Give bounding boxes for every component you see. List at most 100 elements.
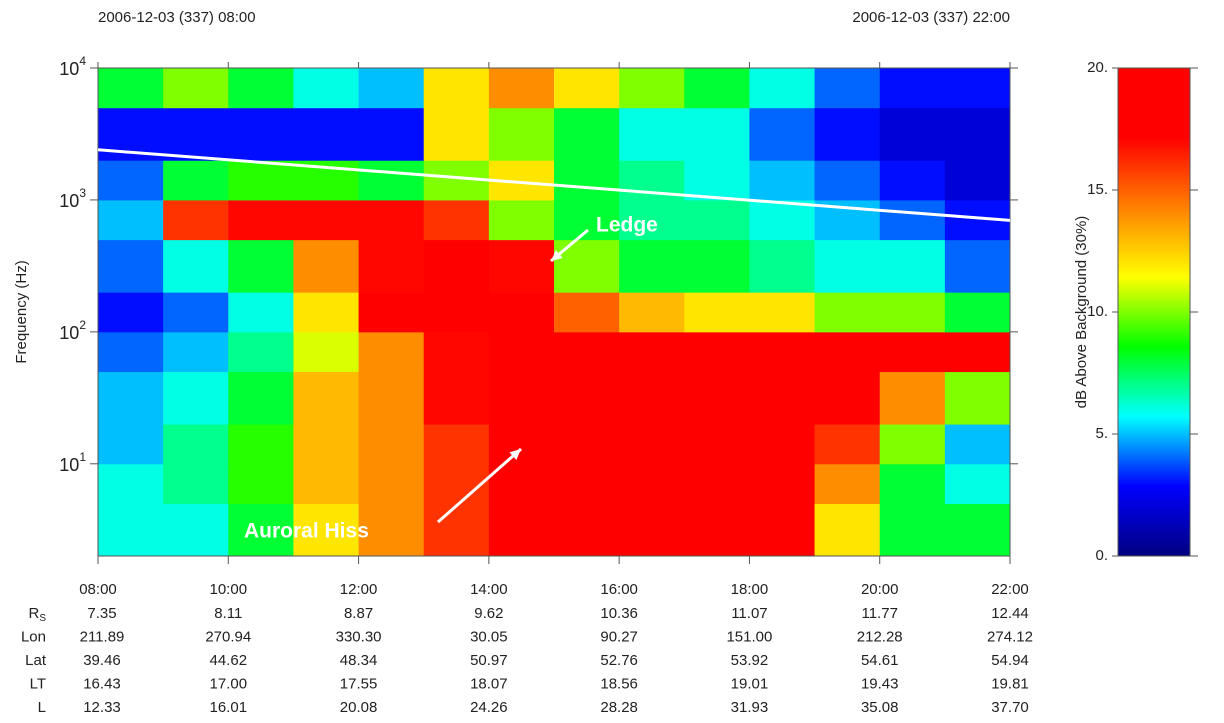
spectrogram-cell (749, 239, 816, 293)
ephemeris-value: 151.00 (726, 628, 772, 645)
ephemeris-value: 8.11 (214, 605, 242, 622)
spectrogram-cell (619, 463, 685, 505)
spectrogram-cell (488, 331, 555, 373)
ephemeris-value: 12.33 (83, 699, 121, 716)
spectrogram-cell (944, 160, 1011, 201)
tick-base: 10 (59, 323, 79, 343)
spectrogram-cell (98, 424, 164, 465)
spectrogram-cell (619, 371, 685, 425)
spectrogram-cell (814, 331, 881, 373)
annotation-arrowhead (509, 449, 521, 461)
ephemeris-value: 11.77 (861, 605, 897, 622)
spectrogram-cell (944, 503, 1011, 557)
spectrogram-cell (228, 371, 294, 425)
y-tick-label: 104 (59, 54, 86, 79)
spectrogram-cell (163, 503, 229, 557)
spectrogram-cell (163, 424, 229, 465)
spectrogram-cell (293, 107, 360, 161)
spectrogram-cell (554, 199, 620, 241)
spectrogram-cell (554, 292, 620, 333)
annotation-arrow (437, 447, 522, 524)
ephemeris-value: 44.62 (210, 652, 248, 669)
spectrogram-cell (358, 463, 425, 505)
spectrogram-cell (488, 463, 555, 505)
spectrogram-cell (879, 199, 946, 241)
spectrogram-cell (98, 371, 164, 425)
spectrogram-cell (684, 199, 750, 241)
spectrogram-cell (554, 107, 620, 161)
spectrogram-cell (423, 239, 490, 293)
spectrogram-cell (228, 424, 294, 465)
spectrogram-cell (879, 463, 946, 505)
spectrogram-cell (423, 463, 490, 505)
spectrogram-cell (423, 503, 490, 557)
spectrogram-cell (619, 107, 685, 161)
spectrogram-cell (879, 292, 946, 333)
spectrogram-cell (944, 371, 1011, 425)
spectrogram-cell (163, 331, 229, 373)
ephemeris-value: 20.08 (340, 699, 378, 716)
spectrogram-cell (293, 239, 360, 293)
spectrogram-cell (749, 463, 816, 505)
tick-exponent: 3 (79, 186, 86, 200)
spectrogram-cell (228, 503, 294, 557)
tick-base: 10 (59, 191, 79, 211)
spectrogram-cell (554, 160, 620, 201)
ephemeris-value: 270.94 (205, 628, 251, 645)
spectrogram-cell (684, 503, 750, 557)
spectrogram-cell (684, 424, 750, 465)
spectrogram-cell (358, 107, 425, 161)
spectrogram-cell (814, 503, 881, 557)
spectrogram-cell (423, 68, 490, 109)
spectrogram-cell (98, 160, 164, 201)
ephemeris-label: RS (28, 605, 46, 624)
ephemeris-name: Lon (21, 628, 46, 645)
spectrogram-cell (814, 239, 881, 293)
spectrogram-cell (944, 292, 1011, 333)
ephemeris-value: 17.00 (210, 675, 248, 692)
x-tick-label: 12:00 (340, 581, 378, 598)
spectrogram-cell (163, 107, 229, 161)
annotation: Auroral Hiss (244, 520, 369, 543)
spectrogram-cell (423, 371, 490, 425)
x-tick-label: 08:00 (79, 581, 117, 598)
spectrogram-cell (879, 424, 946, 465)
spectrogram-cell (944, 239, 1011, 293)
spectrogram-cell (554, 371, 620, 425)
ephemeris-value: 31.93 (731, 699, 769, 716)
spectrogram-cell (293, 503, 360, 557)
spectrogram-cell (293, 331, 360, 373)
spectrogram-cell (423, 331, 490, 373)
spectrogram-cell (488, 503, 555, 557)
spectrogram-cell (293, 199, 360, 241)
spectrogram-cell (619, 292, 685, 333)
ephemeris-value: 52.76 (600, 652, 638, 669)
ephemeris-name: R (28, 605, 39, 622)
x-tick-label: 18:00 (731, 581, 769, 598)
spectrogram-cell (358, 503, 425, 557)
spectrogram-cell (619, 239, 685, 293)
spectrogram-cell (749, 68, 816, 109)
ephemeris-value: 18.56 (600, 675, 638, 692)
ephemeris-value: 7.35 (87, 605, 116, 622)
spectrogram-cell (879, 503, 946, 557)
spectrogram-cell (684, 107, 750, 161)
spectrogram-cell (944, 331, 1011, 373)
ephemeris-value: 24.26 (470, 699, 508, 716)
plot-frame (97, 67, 1011, 557)
ephemeris-label: Lon (21, 628, 46, 645)
spectrogram-cell (98, 68, 164, 109)
spectrogram-cell (488, 199, 555, 241)
spectrogram-cell (879, 107, 946, 161)
tick-base: 10 (59, 455, 79, 475)
spectrogram-cell (163, 68, 229, 109)
colorbar (1117, 67, 1191, 557)
ephemeris-value: 11.07 (731, 605, 767, 622)
spectrogram-cell (879, 239, 946, 293)
colorbar-tick-label: 20. (1087, 59, 1108, 76)
spectrogram-cell (488, 424, 555, 465)
spectrogram-cell (488, 107, 555, 161)
ephemeris-name: Lat (25, 652, 47, 669)
colorbar-label: dB Above Background (30%) (1073, 216, 1090, 409)
ephemeris-name: L (38, 699, 46, 716)
